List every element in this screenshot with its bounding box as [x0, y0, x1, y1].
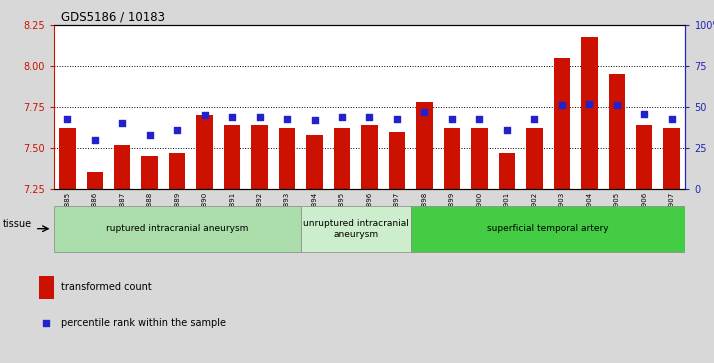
Point [391, 115, 403, 121]
Bar [416, 102, 433, 189]
Point [446, 115, 458, 121]
Bar [196, 115, 213, 189]
Bar [279, 128, 296, 189]
Bar [306, 135, 323, 189]
Bar [526, 128, 543, 189]
Point [226, 114, 238, 120]
Bar [141, 156, 158, 189]
Text: ruptured intracranial aneurysm: ruptured intracranial aneurysm [106, 224, 248, 233]
Bar [608, 74, 625, 189]
Text: percentile rank within the sample: percentile rank within the sample [61, 318, 226, 328]
Point [336, 114, 348, 120]
Point [501, 127, 513, 133]
Point [171, 127, 183, 133]
Point [363, 114, 376, 120]
Bar [333, 128, 351, 189]
Text: transformed count: transformed count [61, 282, 151, 293]
Bar [114, 145, 131, 189]
Bar [553, 58, 570, 189]
Bar [224, 125, 241, 189]
Text: superficial temporal artery: superficial temporal artery [487, 224, 609, 233]
Point [41, 320, 52, 326]
Point [309, 117, 321, 123]
Point [281, 115, 293, 121]
Bar [663, 128, 680, 189]
Point [144, 132, 156, 138]
Bar [636, 125, 653, 189]
Point [254, 114, 266, 120]
Bar [59, 128, 76, 189]
Point [638, 111, 650, 117]
Bar [443, 128, 460, 189]
Point [199, 113, 211, 118]
Bar [54, 206, 301, 252]
Bar [411, 206, 685, 252]
Point [556, 102, 568, 108]
Point [666, 115, 678, 121]
Text: unruptured intracranial
aneurysm: unruptured intracranial aneurysm [303, 219, 408, 239]
Bar [86, 172, 103, 189]
Bar [388, 132, 406, 189]
Point [89, 137, 101, 143]
Point [116, 121, 128, 126]
Bar [361, 125, 378, 189]
Bar [581, 37, 598, 189]
Point [473, 115, 485, 121]
Bar [301, 206, 411, 252]
Bar [471, 128, 488, 189]
Point [611, 102, 623, 108]
Text: tissue: tissue [3, 219, 32, 229]
Point [528, 115, 540, 121]
Point [418, 109, 430, 115]
Bar [39, 276, 54, 299]
Bar [498, 153, 515, 189]
Point [583, 101, 595, 107]
Bar [169, 153, 186, 189]
Bar [251, 125, 268, 189]
Text: GDS5186 / 10183: GDS5186 / 10183 [61, 11, 165, 24]
Point [61, 115, 73, 121]
